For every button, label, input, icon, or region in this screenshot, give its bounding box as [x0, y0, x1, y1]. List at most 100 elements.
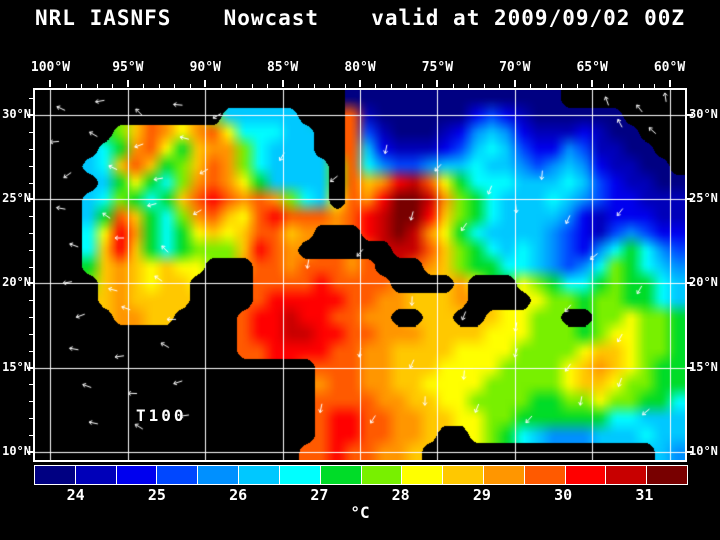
lon-minor-tick: [483, 84, 485, 88]
lat-tick-label: 30°N: [689, 107, 718, 122]
colorbar-segment: [606, 466, 648, 484]
lon-minor-tick: [545, 84, 547, 88]
lat-tick-label: 15°N: [2, 359, 31, 374]
lon-minor-tick: [329, 84, 331, 88]
lon-tick-mark: [513, 80, 516, 87]
colorbar-unit: °C: [350, 503, 370, 522]
lon-tick-label: 70°W: [499, 60, 531, 75]
lat-tick-mark: [687, 366, 693, 369]
colorbar-segment: [157, 466, 199, 484]
lon-minor-tick: [96, 84, 98, 88]
lon-minor-tick: [499, 84, 501, 88]
lat-minor-tick: [29, 182, 33, 184]
lon-minor-tick: [220, 84, 222, 88]
colorbar-segment: [361, 466, 403, 484]
colorbar-segment: [443, 466, 484, 484]
colorbar-tick-label: 26: [229, 486, 248, 504]
colorbar-tick-label: 30: [554, 486, 573, 504]
lat-minor-tick: [29, 384, 33, 386]
lon-minor-tick: [236, 84, 238, 88]
colorbar-segment: [565, 466, 607, 484]
lon-minor-tick: [452, 84, 454, 88]
lon-minor-tick: [65, 84, 67, 88]
lat-minor-tick: [29, 148, 33, 150]
lat-tick-mark: [27, 450, 33, 453]
lat-tick-label: 25°N: [689, 191, 718, 206]
lat-tick-label: 20°N: [689, 275, 718, 290]
lon-tick-mark: [204, 80, 207, 87]
lon-minor-tick: [298, 84, 300, 88]
lon-minor-tick: [174, 84, 176, 88]
lat-tick-label: 30°N: [2, 107, 31, 122]
temperature-heatmap: [35, 90, 685, 460]
depth-annotation: T100: [136, 406, 187, 425]
lat-tick-mark: [27, 198, 33, 201]
lat-minor-tick: [29, 165, 33, 167]
lat-minor-tick: [29, 333, 33, 335]
lat-tick-label: 10°N: [689, 443, 718, 458]
lon-minor-tick: [344, 84, 346, 88]
lat-tick-mark: [27, 366, 33, 369]
lon-tick-label: 90°W: [189, 60, 221, 75]
lat-tick-label: 20°N: [2, 275, 31, 290]
lon-tick-label: 65°W: [576, 60, 608, 75]
lon-tick-label: 60°W: [653, 60, 686, 75]
lat-tick-label: 15°N: [689, 359, 718, 374]
lat-minor-tick: [29, 216, 33, 218]
lat-minor-tick: [29, 350, 33, 352]
lon-minor-tick: [189, 84, 191, 88]
lon-minor-tick: [81, 84, 83, 88]
lat-minor-tick: [29, 434, 33, 436]
lon-minor-tick: [112, 84, 114, 88]
colorbar-segment: [116, 466, 158, 484]
lon-tick-label: 85°W: [266, 60, 299, 75]
lon-tick-mark: [591, 80, 594, 87]
lon-minor-tick: [313, 84, 315, 88]
colorbar-segment: [402, 466, 444, 484]
figure-title: NRL IASNFS Nowcast valid at 2009/09/02 0…: [35, 6, 685, 30]
colorbar-segment: [35, 466, 76, 484]
lon-minor-tick: [654, 84, 656, 88]
lon-tick-mark: [126, 80, 129, 87]
colorbar-tick-label: 27: [310, 486, 329, 504]
colorbar-tick-label: 24: [66, 486, 85, 504]
colorbar-segment: [198, 466, 240, 484]
lon-minor-tick: [576, 84, 578, 88]
lat-minor-tick: [29, 401, 33, 403]
lat-tick-label: 25°N: [2, 191, 31, 206]
lat-tick-mark: [687, 450, 693, 453]
colorbar-segment: [320, 466, 362, 484]
lat-minor-tick: [29, 132, 33, 134]
colorbar-segment: [483, 466, 525, 484]
lon-minor-tick: [607, 84, 609, 88]
lat-minor-tick: [29, 98, 33, 100]
colorbar-segment: [647, 466, 687, 484]
model-name: NRL IASNFS: [35, 6, 172, 30]
lon-tick-label: 75°W: [421, 60, 454, 75]
lon-minor-tick: [406, 84, 408, 88]
lon-minor-tick: [267, 84, 269, 88]
colorbar-tick-label: 29: [472, 486, 491, 504]
lon-minor-tick: [158, 84, 160, 88]
colorbar-tick-label: 25: [147, 486, 166, 504]
lon-minor-tick: [421, 84, 423, 88]
lat-minor-tick: [29, 249, 33, 251]
lat-minor-tick: [29, 300, 33, 302]
colorbar-segment: [279, 466, 321, 484]
lat-tick-mark: [687, 114, 693, 117]
colorbar-segment: [524, 466, 566, 484]
lon-minor-tick: [251, 84, 253, 88]
lon-tick-label: 100°W: [30, 60, 71, 75]
map-frame: [33, 88, 687, 462]
lon-tick-label: 95°W: [112, 60, 144, 75]
lat-tick-mark: [27, 282, 33, 285]
lat-tick-mark: [687, 282, 693, 285]
lon-tick-mark: [436, 80, 439, 87]
lon-minor-tick: [623, 84, 625, 88]
lon-minor-tick: [638, 84, 640, 88]
lon-minor-tick: [375, 84, 377, 88]
lon-minor-tick: [530, 84, 532, 88]
colorbar: [34, 465, 688, 485]
colorbar-tick-label: 28: [391, 486, 410, 504]
